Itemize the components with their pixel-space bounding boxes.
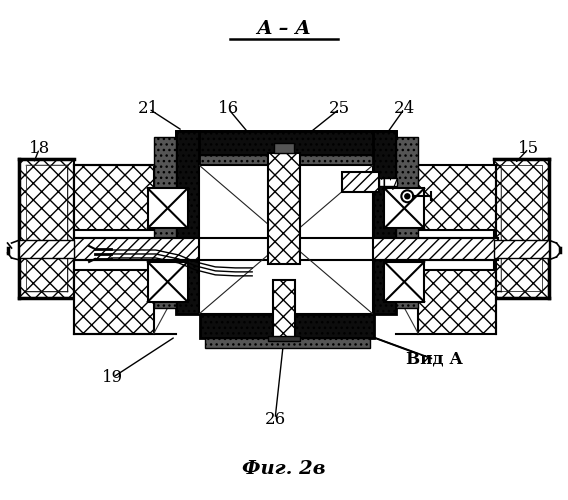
Bar: [373, 130, 396, 314]
Text: 15: 15: [518, 140, 539, 157]
Bar: [385, 262, 424, 302]
Bar: [176, 130, 199, 314]
Text: 16: 16: [218, 100, 239, 117]
Bar: [148, 262, 187, 302]
Bar: [74, 238, 498, 260]
Bar: [181, 130, 391, 154]
Bar: [379, 178, 398, 186]
Bar: [396, 136, 418, 308]
Bar: [74, 270, 154, 334]
Text: 21: 21: [138, 100, 160, 117]
Bar: [501, 166, 541, 291]
Bar: [19, 240, 74, 258]
Bar: [273, 280, 295, 338]
Bar: [268, 152, 300, 264]
Circle shape: [405, 194, 410, 199]
Bar: [201, 314, 374, 338]
Text: 19: 19: [102, 369, 123, 386]
Bar: [268, 336, 300, 342]
Bar: [494, 158, 549, 298]
Text: Фиг. 2в: Фиг. 2в: [242, 460, 326, 478]
Bar: [418, 166, 496, 230]
Bar: [206, 338, 370, 348]
Bar: [501, 166, 541, 291]
Bar: [27, 166, 67, 291]
Text: 24: 24: [394, 100, 415, 117]
Text: 26: 26: [265, 410, 286, 428]
Text: А – А: А – А: [257, 20, 311, 38]
Text: 18: 18: [29, 140, 50, 157]
Bar: [385, 188, 424, 228]
Bar: [183, 154, 389, 166]
Text: 17: 17: [379, 177, 400, 194]
Bar: [274, 142, 294, 152]
Text: 25: 25: [329, 100, 350, 117]
Bar: [148, 188, 187, 228]
Bar: [199, 166, 373, 314]
Bar: [74, 166, 154, 230]
Bar: [19, 158, 74, 298]
Bar: [176, 130, 396, 154]
Bar: [154, 136, 176, 308]
Bar: [494, 240, 549, 258]
Bar: [27, 166, 67, 291]
Bar: [418, 270, 496, 334]
Text: Вид А: Вид А: [406, 351, 462, 368]
Bar: [342, 172, 379, 193]
